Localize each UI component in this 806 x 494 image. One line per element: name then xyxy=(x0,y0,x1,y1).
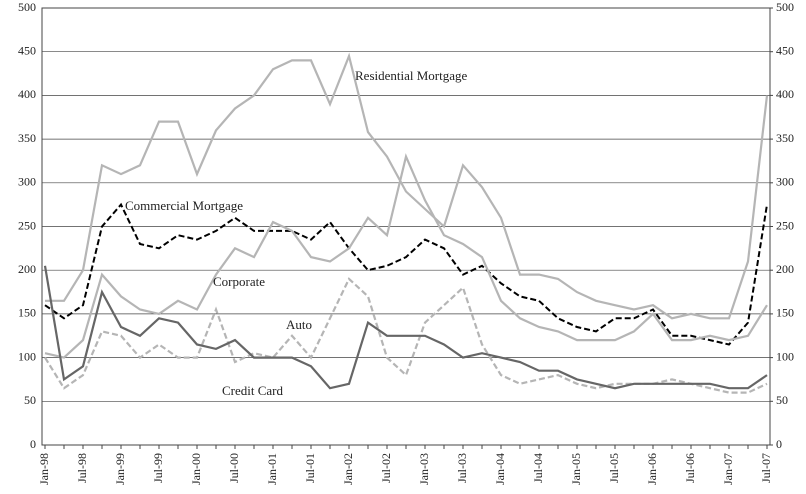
series-line xyxy=(44,153,768,359)
series-line xyxy=(43,265,768,390)
y-tick-label: 0 xyxy=(30,437,36,451)
x-tick-label: Jan-02 xyxy=(341,453,355,485)
series-label: Residential Mortgage xyxy=(355,68,468,83)
x-tick-label: Jul-00 xyxy=(227,453,241,483)
y2-tick-label: 300 xyxy=(776,175,794,189)
x-tick-label: Jul-99 xyxy=(151,453,165,483)
y2-tick-label: 50 xyxy=(776,393,788,407)
x-tick-label: Jul-98 xyxy=(75,453,89,483)
x-tick-label: Jul-05 xyxy=(607,453,621,483)
x-tick-label: Jul-02 xyxy=(379,453,393,483)
y-tick-label: 150 xyxy=(18,306,36,320)
y2-tick-label: 350 xyxy=(776,131,794,145)
y2-tick-label: 400 xyxy=(776,87,794,101)
y-tick-label: 400 xyxy=(18,87,36,101)
x-tick-label: Jan-06 xyxy=(645,453,659,485)
y2-tick-label: 500 xyxy=(776,0,794,14)
x-tick-label: Jul-06 xyxy=(683,453,697,483)
x-tick-label: Jul-07 xyxy=(759,453,773,483)
y-tick-label: 50 xyxy=(24,393,36,407)
x-tick-label: Jan-07 xyxy=(721,453,735,485)
x-tick-label: Jul-01 xyxy=(303,453,317,483)
y-tick-label: 300 xyxy=(18,175,36,189)
x-tick-label: Jan-98 xyxy=(37,453,51,485)
x-tick-label: Jan-05 xyxy=(569,453,583,485)
y2-tick-label: 250 xyxy=(776,218,794,232)
y-tick-label: 200 xyxy=(18,262,36,276)
x-tick-label: Jan-04 xyxy=(493,453,507,485)
series-label: Commercial Mortgage xyxy=(125,198,243,213)
y-tick-label: 350 xyxy=(18,131,36,145)
y-tick-label: 100 xyxy=(18,349,36,363)
series-label: Auto xyxy=(286,317,312,332)
x-tick-label: Jan-03 xyxy=(417,453,431,485)
y-tick-label: 250 xyxy=(18,218,36,232)
x-tick-label: Jan-00 xyxy=(189,453,203,485)
series-label: Credit Card xyxy=(222,383,284,398)
x-tick-label: Jan-01 xyxy=(265,453,279,485)
series-line xyxy=(45,52,769,320)
y2-tick-label: 0 xyxy=(776,437,782,451)
x-tick-label: Jan-99 xyxy=(113,453,127,485)
y2-tick-label: 200 xyxy=(776,262,794,276)
y2-tick-label: 450 xyxy=(776,43,794,57)
y2-tick-label: 100 xyxy=(776,349,794,363)
series-label: Corporate xyxy=(213,274,265,289)
x-tick-label: Jul-04 xyxy=(531,453,545,483)
series-line xyxy=(44,202,768,346)
y-tick-label: 500 xyxy=(18,0,36,14)
y2-tick-label: 150 xyxy=(776,306,794,320)
x-tick-label: Jul-03 xyxy=(455,453,469,483)
y-tick-label: 450 xyxy=(18,43,36,57)
